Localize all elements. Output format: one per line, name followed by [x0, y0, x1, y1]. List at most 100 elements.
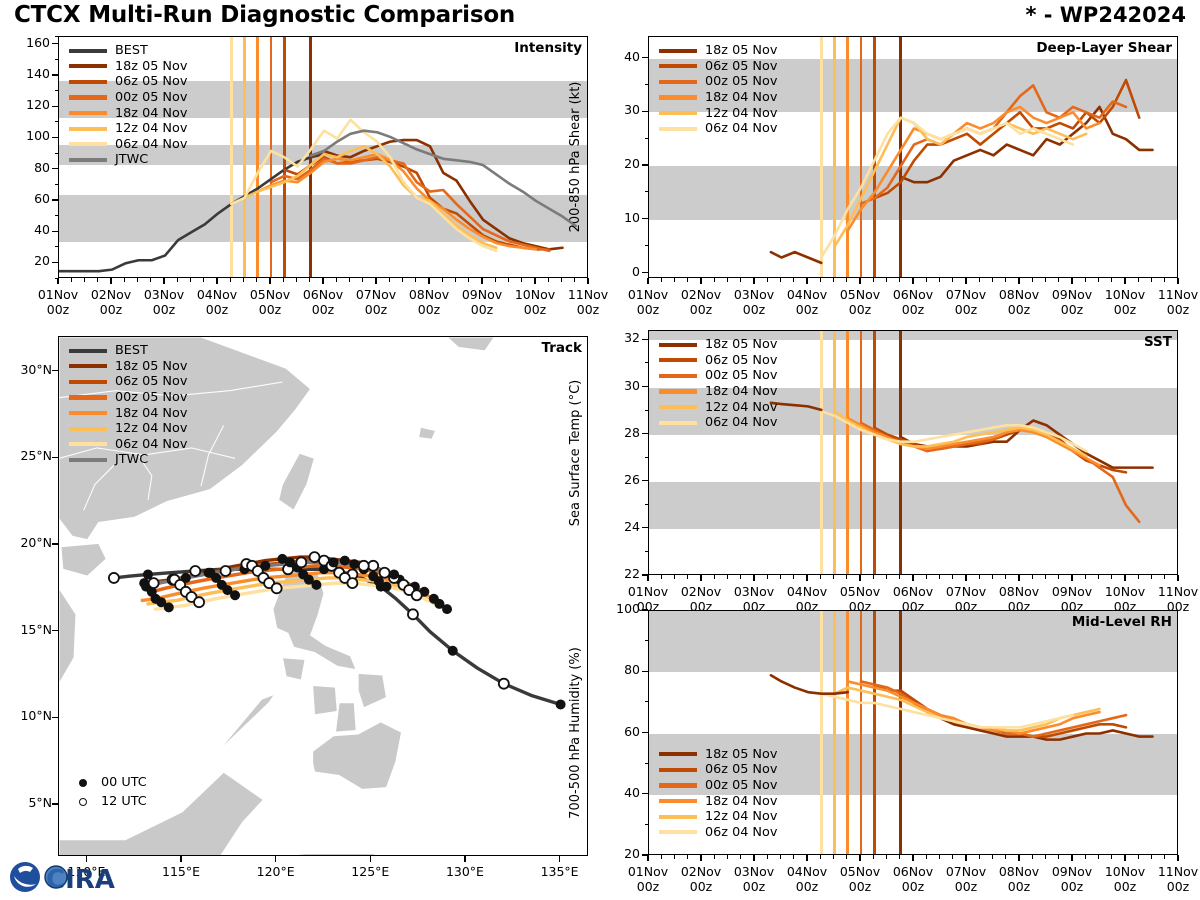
x-tick-mark: [965, 278, 967, 284]
x-minor-tick: [833, 855, 834, 859]
x-minor-tick: [793, 855, 795, 859]
map-y-tick-label: 5°N: [28, 795, 52, 810]
series-line-analysis: [769, 250, 823, 265]
x-minor-tick: [176, 278, 178, 282]
map-landmass: [277, 452, 316, 512]
x-tick-hour: 00z: [742, 302, 766, 317]
x-tick-date: 11Nov: [1157, 864, 1199, 879]
track-panel-title: Track: [541, 340, 582, 356]
y-tick-mark: [642, 527, 648, 529]
x-tick-mark: [806, 575, 808, 581]
track-marker-00utc: [230, 590, 241, 601]
y-tick-mark: [642, 272, 648, 274]
x-tick-hour: 00z: [1113, 302, 1137, 317]
x-minor-tick: [190, 278, 191, 282]
legend-item: 06z 05 Nov: [69, 74, 187, 90]
legend-label: 18z 04 Nov: [705, 384, 778, 400]
panel-sst[interactable]: 18z 05 Nov 06z 05 Nov 00z 05 Nov 18z 04 Nov…: [568, 330, 1198, 614]
x-tick-mark: [375, 278, 377, 284]
y-minor-tick: [644, 83, 648, 85]
x-tick-date: 01Nov: [627, 584, 669, 599]
x-tick-date: 05Nov: [249, 287, 291, 302]
y-tick-label: 30: [624, 377, 640, 393]
y-tick-mark: [642, 609, 648, 611]
rh-plot-frame: 18z 05 Nov 06z 05 Nov 00z 05 Nov 18z 04 Nov…: [648, 610, 1178, 855]
y-tick-label: 80: [34, 159, 50, 175]
x-minor-tick: [939, 855, 940, 859]
x-minor-tick: [833, 575, 834, 579]
track-marker-12utc: [295, 556, 308, 569]
x-tick-hour: 00z: [1060, 879, 1084, 894]
y-minor-tick: [644, 762, 648, 764]
map-x-tick-mark: [85, 856, 87, 862]
init-time-line-18z-04-nov: [846, 37, 850, 277]
x-tick-mark: [1018, 575, 1020, 581]
init-time-line-00z-05-nov: [859, 37, 863, 277]
x-minor-tick: [1164, 575, 1166, 579]
panel-rh[interactable]: 18z 05 Nov 06z 05 Nov 00z 05 Nov 18z 04 Nov…: [568, 601, 1198, 894]
x-tick-label: 02Nov 00z: [75, 287, 147, 317]
y-tick-mark: [642, 164, 648, 166]
panel-track[interactable]: BEST 18z 05 Nov 06z 05 Nov 00z 05 Nov 18z 04…: [20, 336, 588, 879]
x-tick-label: 06Nov 00z: [877, 287, 949, 317]
panel-shear[interactable]: 18z 05 Nov 06z 05 Nov 00z 05 Nov 18z 04 Nov…: [568, 36, 1198, 317]
x-tick-mark: [1177, 575, 1179, 581]
x-tick-mark: [1071, 575, 1073, 581]
x-minor-tick: [952, 278, 954, 282]
x-minor-tick: [952, 575, 954, 579]
track-marker-00utc: [284, 557, 295, 568]
legend-swatch-12z-04-nov: [69, 126, 107, 131]
y-tick-label: 120: [26, 97, 50, 113]
x-tick-mark: [534, 278, 536, 284]
x-tick-mark: [859, 278, 861, 284]
legend-item: 00z 05 Nov: [659, 778, 777, 794]
x-tick-date: 03Nov: [733, 584, 775, 599]
x-tick-mark: [647, 855, 649, 861]
open-circle-icon: [79, 797, 87, 806]
legend-label: BEST: [115, 43, 148, 59]
map-y-tick-label: 30°N: [20, 361, 52, 377]
x-tick-date: 10Nov: [514, 287, 556, 302]
legend-item: 18z 04 Nov: [69, 405, 187, 421]
x-tick-mark: [700, 855, 702, 861]
x-minor-tick: [727, 855, 728, 859]
x-tick-mark: [647, 278, 649, 284]
legend-shear: 18z 05 Nov 06z 05 Nov 00z 05 Nov 18z 04 Nov…: [659, 43, 777, 137]
shaded-band: [649, 611, 1177, 673]
series-line-06z-04-nov: [819, 116, 1075, 259]
x-tick-date: 08Nov: [998, 287, 1040, 302]
map-x-tick-label: 115°E: [162, 864, 201, 879]
shaded-band: [649, 481, 1177, 529]
y-tick-mark: [642, 793, 648, 795]
panel-intensity[interactable]: BEST 18z 05 Nov 06z 05 Nov 00z 05 Nov 18z 04…: [26, 35, 608, 317]
x-minor-tick: [740, 575, 742, 579]
track-marker-00utc: [142, 569, 153, 580]
x-tick-hour: 00z: [795, 302, 819, 317]
legend-item: 00z 05 Nov: [69, 90, 187, 106]
x-minor-tick: [925, 575, 927, 579]
x-minor-tick: [1084, 575, 1086, 579]
x-minor-tick: [899, 278, 901, 282]
y-tick-mark: [52, 105, 58, 107]
y-minor-tick: [54, 35, 58, 37]
legend-label: 18z 05 Nov: [115, 358, 188, 374]
x-minor-tick: [1045, 855, 1046, 859]
x-tick-label: 04Nov 00z: [771, 864, 843, 894]
y-minor-tick: [644, 137, 648, 139]
x-tick-date: 05Nov: [839, 864, 881, 879]
legend-item: 12z 04 Nov: [69, 421, 187, 437]
x-minor-tick: [1151, 575, 1152, 579]
x-minor-tick: [388, 278, 390, 282]
y-tick-mark: [52, 199, 58, 201]
x-minor-tick: [674, 278, 675, 282]
x-minor-tick: [547, 278, 549, 282]
x-tick-mark: [700, 575, 702, 581]
y-tick-label: 28: [624, 424, 640, 440]
track-marker-12utc: [193, 596, 205, 609]
x-minor-tick: [925, 278, 927, 282]
map-border: [59, 447, 236, 459]
x-tick-hour: 00z: [1007, 879, 1031, 894]
noaa-cira-logo: CIRA: [10, 862, 115, 895]
storm-id-label: * - WP242024: [1025, 3, 1186, 27]
track-marker-12utc: [308, 551, 321, 564]
